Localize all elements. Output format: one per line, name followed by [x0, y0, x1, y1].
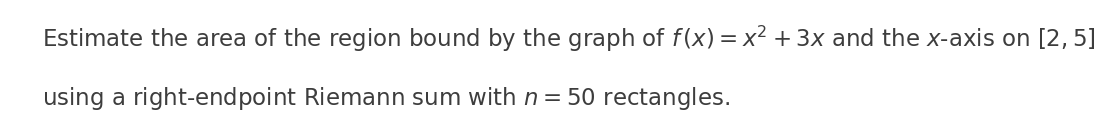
Text: Estimate the area of the region bound by the graph of $f\,(x) = x^2 + 3x$ and th: Estimate the area of the region bound by… — [42, 24, 1096, 54]
Text: using a right-endpoint Riemann sum with $n = 50$ rectangles.: using a right-endpoint Riemann sum with … — [42, 85, 731, 112]
